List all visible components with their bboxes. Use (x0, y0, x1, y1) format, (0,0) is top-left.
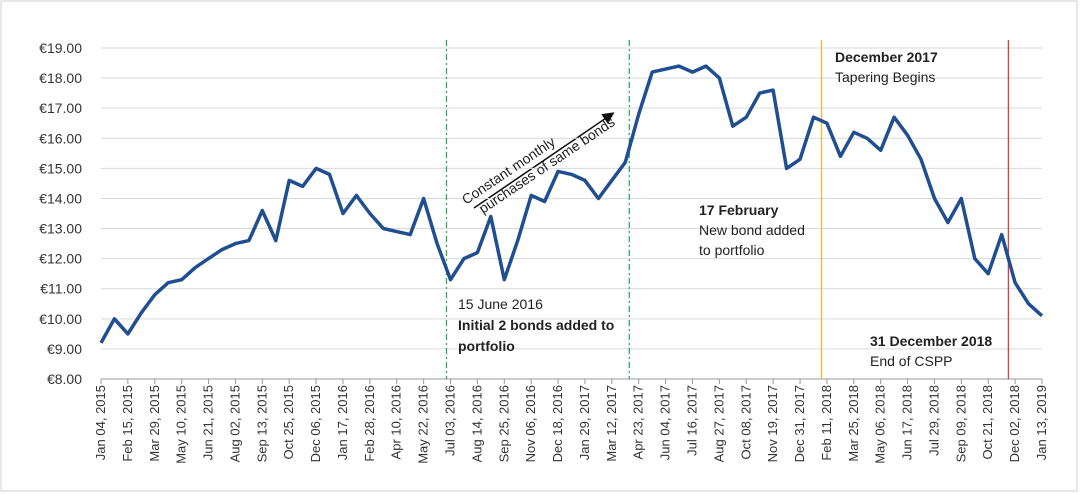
x-tick-label: Aug 27, 2017 (711, 385, 726, 462)
x-tick-label: Dec 02, 2018 (1007, 385, 1022, 462)
y-tick-label: €9.00 (47, 341, 82, 357)
x-tick-label: Dec 18, 2016 (550, 385, 565, 462)
x-tick-label: Jan 04, 2015 (93, 385, 108, 460)
x-tick-label: Sep 09, 2018 (953, 385, 968, 462)
y-tick-label: €15.00 (39, 160, 82, 176)
x-tick-label: Jul 03, 2016 (443, 385, 458, 456)
price-line (99, 64, 1044, 344)
x-tick-label: Feb 15, 2015 (120, 385, 135, 462)
x-tick-label: Aug 02, 2015 (227, 385, 242, 462)
x-tick-label: Mar 12, 2017 (604, 385, 619, 462)
annotation: December 2017 (835, 49, 938, 65)
y-tick-label: €11.00 (40, 281, 82, 297)
x-tick-label: Oct 21, 2018 (980, 385, 995, 459)
x-tick-label: Oct 25, 2015 (281, 385, 296, 459)
x-tick-label: Jun 17, 2018 (900, 385, 915, 460)
y-tick-label: €10.00 (39, 311, 82, 327)
annotation: Initial 2 bonds added to (458, 317, 614, 333)
annotation: New bond added (699, 222, 805, 238)
annotation: 31 December 2018 (870, 333, 992, 349)
x-tick-label: Apr 10, 2016 (389, 385, 404, 459)
x-tick-label: Mar 25, 2018 (846, 385, 861, 462)
x-tick-label: Sep 25, 2016 (496, 385, 511, 462)
annotation: to portfolio (699, 242, 765, 258)
y-tick-label: €14.00 (39, 190, 82, 206)
x-tick-label: Oct 08, 2017 (738, 385, 753, 459)
x-tick-label: Dec 31, 2017 (792, 385, 807, 462)
annotation: 17 February (699, 202, 779, 218)
x-tick-label: Jun 21, 2015 (201, 385, 216, 460)
y-tick-label: €19.00 (39, 40, 82, 56)
x-tick-label: Jun 04, 2017 (658, 385, 673, 460)
x-tick-label: Apr 23, 2017 (631, 385, 646, 459)
x-tick-label: Jul 16, 2017 (684, 385, 699, 456)
x-tick-label: Jan 17, 2016 (335, 385, 350, 460)
annotation: End of CSPP (870, 353, 953, 369)
x-tick-label: Dec 06, 2015 (308, 385, 323, 462)
trend-arrow (473, 112, 615, 209)
x-tick-label: Feb 11, 2018 (819, 385, 834, 461)
x-tick-label: May 10, 2015 (174, 385, 189, 464)
x-tick-label: May 22, 2016 (416, 385, 431, 464)
x-tick-label: Nov 06, 2016 (523, 385, 538, 462)
y-tick-label: €8.00 (47, 371, 82, 387)
x-tick-label: Sep 13, 2015 (254, 385, 269, 462)
x-tick-label: Aug 14, 2016 (469, 385, 484, 462)
x-tick-label: Mar 29, 2015 (147, 385, 162, 462)
x-tick-label: Jul 29, 2018 (926, 385, 941, 456)
x-tick-label: Jan 13, 2019 (1034, 385, 1049, 460)
annotation: 15 June 2016 (458, 296, 543, 312)
y-tick-label: €12.00 (39, 251, 82, 267)
annotation: Tapering Begins (835, 69, 935, 85)
y-tick-label: €16.00 (39, 130, 82, 146)
x-tick-label: Feb 28, 2016 (362, 385, 377, 462)
x-tick-label: May 06, 2018 (873, 385, 888, 464)
y-tick-label: €13.00 (39, 221, 82, 237)
annotation: portfolio (458, 338, 515, 354)
y-tick-label: €17.00 (39, 100, 82, 116)
x-tick-label: Nov 19, 2017 (765, 385, 780, 462)
x-tick-label: Jan 29, 2017 (577, 385, 592, 460)
y-tick-label: €18.00 (39, 70, 82, 86)
